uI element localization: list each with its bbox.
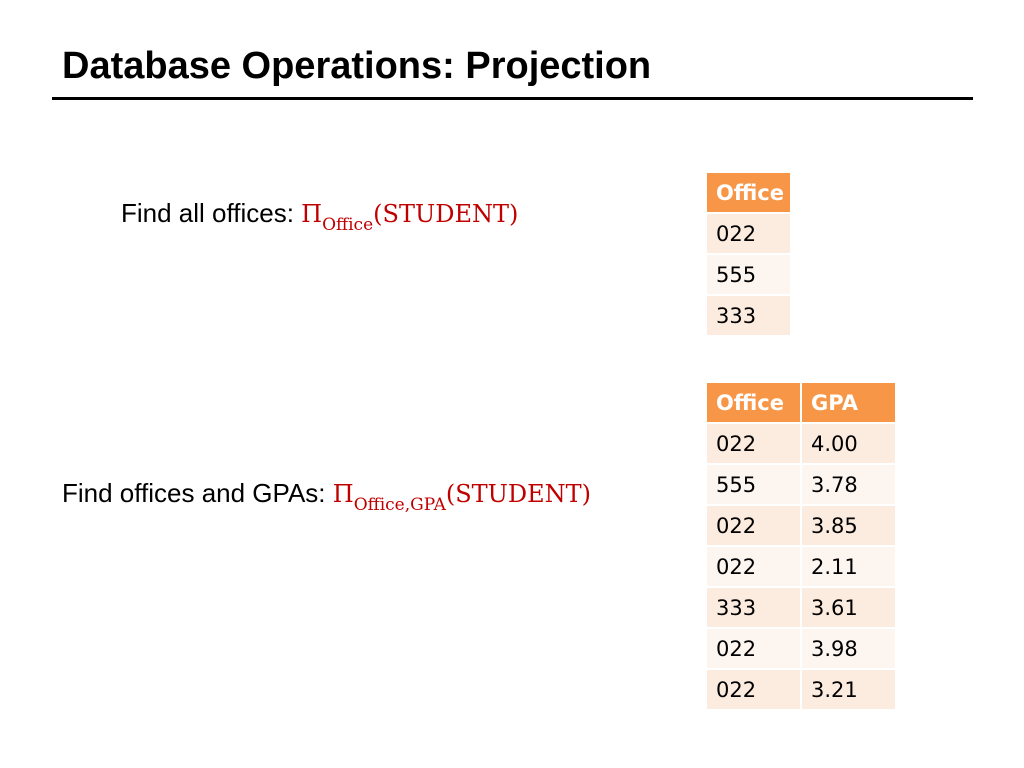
office-cell: 022: [707, 547, 800, 586]
table-row: 022 3.85: [707, 506, 895, 545]
column-header-gpa: GPA: [802, 383, 895, 422]
slide-title: Database Operations: Projection: [62, 45, 652, 87]
office-cell: 022: [707, 506, 800, 545]
query-label: Find all offices:: [121, 198, 294, 228]
gpa-cell: 3.61: [802, 588, 895, 627]
office-gpa-result-table: Office GPA 022 4.00 555 3.78 022 3.85 022 2.…: [705, 381, 897, 711]
gpa-cell: 4.00: [802, 424, 895, 463]
projection-expression: ΠOffice(STUDENT): [301, 200, 519, 235]
query-find-offices-and-gpas: Find offices and GPAs: ΠOffice,GPA(STUDE…: [62, 477, 592, 515]
office-cell: 333: [707, 296, 790, 335]
table-row: 555: [707, 255, 790, 294]
projection-relation: (STUDENT): [373, 200, 519, 228]
table-header-row: Office GPA: [707, 383, 895, 422]
office-cell: 022: [707, 670, 800, 709]
office-cell: 333: [707, 588, 800, 627]
table-header-row: Office: [707, 173, 790, 212]
column-header-office: Office: [707, 173, 790, 212]
table-row: 555 3.78: [707, 465, 895, 504]
projection-operator: Π: [332, 480, 354, 508]
projection-attributes: Office: [322, 215, 374, 235]
office-cell: 022: [707, 629, 800, 668]
gpa-cell: 3.85: [802, 506, 895, 545]
projection-operator: Π: [301, 200, 323, 228]
table-row: 333 3.61: [707, 588, 895, 627]
query-label: Find offices and GPAs:: [62, 478, 326, 508]
projection-attributes: Office,GPA: [353, 495, 446, 515]
table-row: 333: [707, 296, 790, 335]
projection-relation: (STUDENT): [445, 480, 592, 508]
office-cell: 555: [707, 255, 790, 294]
column-header-office: Office: [707, 383, 800, 422]
office-cell: 022: [707, 214, 790, 253]
gpa-cell: 3.78: [802, 465, 895, 504]
query-find-all-offices: Find all offices: ΠOffice(STUDENT): [121, 197, 519, 235]
office-cell: 022: [707, 424, 800, 463]
table-row: 022 2.11: [707, 547, 895, 586]
gpa-cell: 3.98: [802, 629, 895, 668]
gpa-cell: 2.11: [802, 547, 895, 586]
table-row: 022 4.00: [707, 424, 895, 463]
gpa-cell: 3.21: [802, 670, 895, 709]
table-row: 022 3.98: [707, 629, 895, 668]
projection-expression: ΠOffice,GPA(STUDENT): [332, 480, 592, 515]
office-result-table: Office 022 555 333: [705, 171, 792, 337]
office-cell: 555: [707, 465, 800, 504]
table-row: 022: [707, 214, 790, 253]
title-underline: [52, 97, 973, 100]
table-row: 022 3.21: [707, 670, 895, 709]
